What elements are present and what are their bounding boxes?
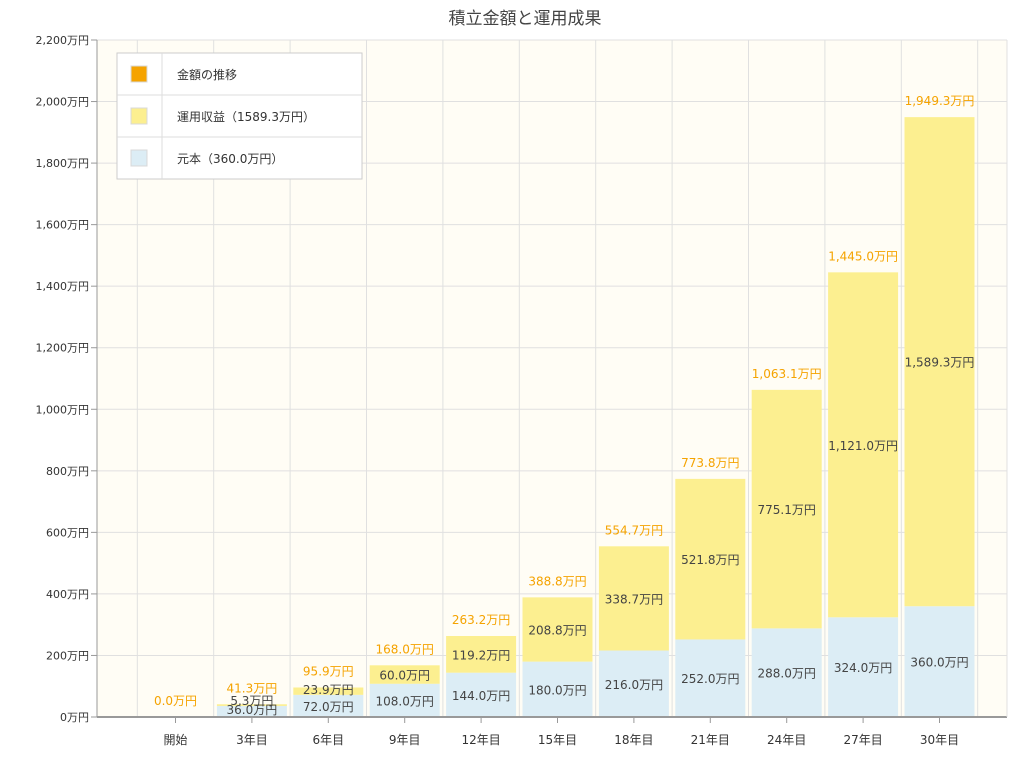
bar-gain: [904, 117, 975, 607]
x-tick-label: 30年目: [920, 733, 959, 747]
gain-label: 1,589.3万円: [905, 356, 975, 370]
total-label: 263.2万円: [452, 613, 510, 627]
bar-gain: [751, 389, 822, 629]
legend-box: [116, 52, 363, 180]
x-tick-label: 9年目: [389, 733, 421, 747]
total-label: 95.9万円: [303, 664, 354, 678]
bar-principal: [216, 705, 287, 717]
bar-principal: [522, 661, 593, 717]
x-tick-label: 18年目: [614, 733, 653, 747]
x-tick-label: 3年目: [236, 733, 268, 747]
bar-gain: [216, 704, 287, 706]
y-tick-label: 200万円: [46, 649, 89, 662]
bar-principal: [369, 683, 440, 717]
total-label: 41.3万円: [227, 681, 278, 695]
y-tick-label: 400万円: [46, 588, 89, 601]
y-tick-label: 600万円: [46, 526, 89, 539]
principal-label: 216.0万円: [605, 678, 663, 692]
bar-principal: [293, 694, 364, 717]
bar-gain: [369, 665, 440, 684]
total-label: 1,949.3万円: [905, 94, 975, 108]
chart-title: 積立金額と運用成果: [449, 9, 602, 29]
principal-label: 36.0万円: [227, 703, 278, 717]
bar-principal: [904, 606, 975, 717]
gain-label: 521.8万円: [681, 553, 739, 567]
legend-label: 運用収益（1589.3万円）: [177, 110, 315, 124]
x-tick-label: 27年目: [843, 733, 882, 747]
bar-gain: [675, 478, 746, 640]
grid-lines: [97, 39, 1007, 718]
y-tick-label: 2,200万円: [36, 34, 90, 47]
y-tick-label: 800万円: [46, 465, 89, 478]
principal-label: 288.0万円: [758, 667, 816, 681]
principal-label: 108.0万円: [376, 694, 434, 708]
bar-principal: [828, 617, 899, 717]
x-tick-label: 24年目: [767, 733, 806, 747]
principal-label: 180.0万円: [528, 683, 586, 697]
total-label: 773.8万円: [681, 456, 739, 470]
gain-label: 5.3万円: [230, 694, 273, 708]
x-tick-label: 21年目: [691, 733, 730, 747]
bar-principal: [598, 650, 669, 717]
total-label: 1,445.0万円: [828, 249, 898, 263]
legend-swatch: [130, 65, 148, 83]
principal-label: 252.0万円: [681, 672, 739, 686]
gain-label: 338.7万円: [605, 592, 663, 606]
x-tick-label: 6年目: [312, 733, 344, 747]
axes: 0万円 200万円 400万円 600万円 800万円 1,000万円 1,200万円 1,4…: [36, 34, 1008, 747]
gain-label: 23.9万円: [303, 683, 354, 697]
gain-label: 775.1万円: [758, 503, 816, 517]
bar-principal: [446, 672, 517, 717]
y-tick-label: 1,200万円: [36, 342, 90, 355]
y-tick-label: 1,600万円: [36, 219, 90, 232]
legend-label: 金額の推移: [177, 67, 237, 82]
bar-gain: [522, 597, 593, 662]
bar-gain: [293, 687, 364, 695]
y-tick-label: 0万円: [60, 711, 89, 724]
bar-gain: [446, 636, 517, 673]
total-label: 168.0万円: [376, 642, 434, 656]
x-tick-label: 開始: [163, 733, 187, 747]
y-tick-label: 1,400万円: [36, 280, 90, 293]
gain-label: 208.8万円: [528, 623, 586, 637]
y-tick-label: 1,800万円: [36, 157, 90, 170]
y-tick-label: 1,000万円: [36, 403, 90, 416]
principal-label: 360.0万円: [910, 656, 968, 670]
x-tick-label: 15年目: [538, 733, 577, 747]
total-label: 388.8万円: [528, 574, 586, 588]
gain-label: 60.0万円: [379, 669, 430, 683]
bars: [216, 117, 975, 717]
principal-label: 144.0万円: [452, 689, 510, 703]
y-tick-label: 2,000万円: [36, 96, 90, 109]
bar-gain: [598, 546, 669, 651]
legend-swatch: [130, 149, 148, 167]
gain-label: 119.2万円: [452, 648, 510, 662]
bar-gain: [828, 272, 899, 618]
x-tick-label: 12年目: [461, 733, 500, 747]
principal-label: 324.0万円: [834, 661, 892, 675]
legend-label: 元本（360.0万円）: [177, 152, 283, 166]
total-label: 554.7万円: [605, 523, 663, 537]
bar-principal: [675, 639, 746, 717]
total-label: 1,063.1万円: [752, 367, 822, 381]
gain-label: 1,121.0万円: [828, 439, 898, 453]
principal-label: 72.0万円: [303, 700, 354, 714]
legend-swatch: [130, 107, 148, 125]
total-label: 0.0万円: [154, 694, 197, 708]
bar-principal: [751, 628, 822, 717]
